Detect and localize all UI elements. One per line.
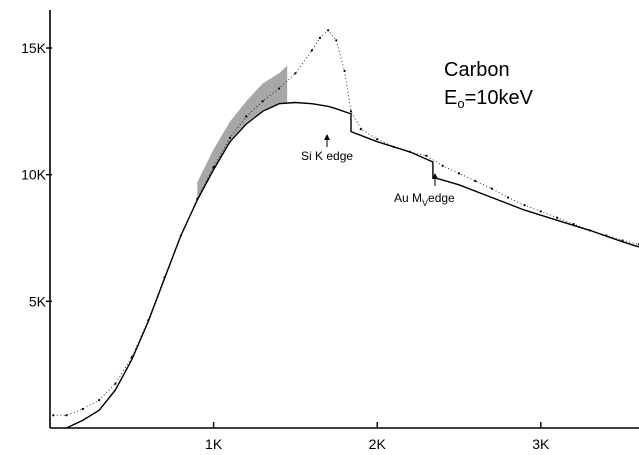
ticks: 1K 2K 3K 5K 10K 15K [21,40,550,452]
measured-point [490,187,493,190]
axes [49,10,639,429]
x-tick-label: 2K [369,436,387,452]
y-tick-label: 15K [21,40,47,56]
plot-area [52,29,639,429]
y-tick-label: 10K [21,167,47,183]
measured-point [81,407,84,411]
measured-point [65,414,68,417]
au-edge-annotation: Au MVedge [394,173,455,208]
measured-points-trace [53,29,639,416]
material-label: Carbon [444,59,510,81]
au-edge-arrowhead-icon [432,173,438,179]
beam-energy-label: Eo=10keV [444,87,534,111]
shaded-region [197,65,288,199]
measured-point [310,49,313,52]
si-edge-annotation: Si K edge [301,134,353,163]
measured-point [349,110,353,113]
si-edge-arrowhead-icon [324,134,330,140]
x-tick-label: 3K [532,436,550,452]
y-tick-label: 5K [29,293,47,309]
x-tick-label: 1K [205,436,223,452]
si-edge-label: Si K edge [301,149,353,163]
measured-point [114,382,117,385]
measured-point [294,72,297,75]
measured-point [474,179,477,183]
model-line [66,101,639,429]
au-edge-label: Au MVedge [394,191,455,208]
